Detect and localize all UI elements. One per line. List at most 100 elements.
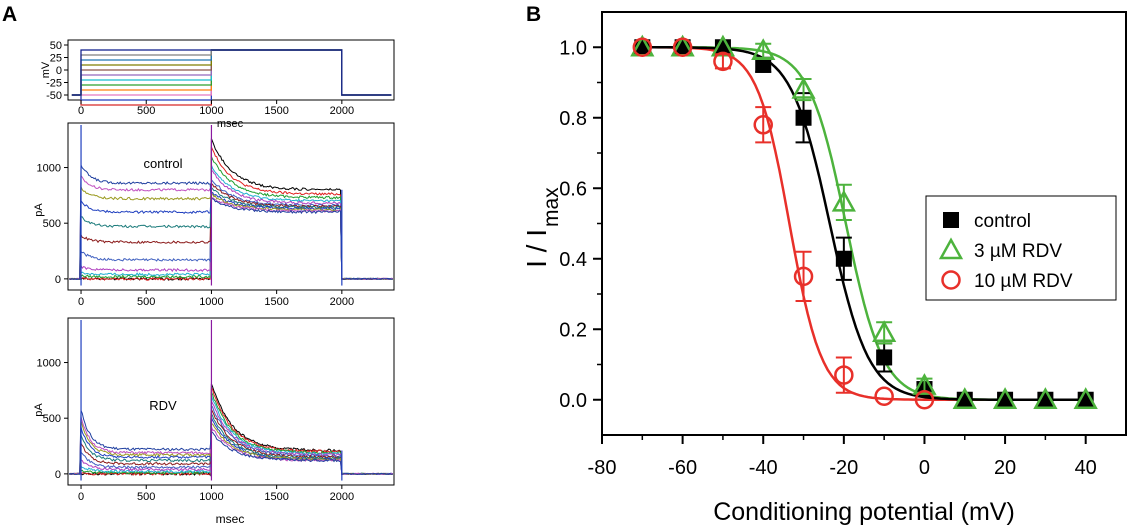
current-trace-2 <box>69 146 393 282</box>
b-ticks: -80 -60 -40 -20 0 20 40 0.0 0.2 0.4 0.6 0.8 1.0 <box>559 37 1097 479</box>
control-annotation: control <box>143 156 182 171</box>
panel-label-b: B <box>526 3 541 26</box>
point-10-M-RDV <box>793 266 814 287</box>
legend-marker-control <box>943 212 959 228</box>
current-trace-11 <box>69 416 393 476</box>
rdv-ticks: 0 500 1000 1500 2000 0 500 1000 <box>37 358 355 503</box>
inactivation-curve-chart: -80 -60 -40 -20 0 20 40 0.0 0.2 0.4 0.6 0.8 1.0 Cond… <box>521 11 1127 526</box>
point-10-M-RDV <box>874 386 894 406</box>
current-trace-1 <box>69 138 393 281</box>
protocol-y-tick-label: -50 <box>46 90 62 102</box>
protocol-trace--50mV <box>71 49 392 96</box>
rdv-traces <box>69 320 393 481</box>
current-trace-2 <box>69 387 393 476</box>
b-legend: control 3 µM RDV 10 µM RDV <box>925 195 1117 301</box>
x-tick-label: 1000 <box>199 491 223 503</box>
current-trace-7 <box>69 182 393 280</box>
point-3-M-RDV <box>912 373 937 395</box>
protocol-traces <box>71 49 392 106</box>
control-y-label: pA <box>33 203 45 217</box>
x-tick-label: 1500 <box>264 491 288 503</box>
current-trace-9 <box>69 192 393 281</box>
b-x-tick-label: 40 <box>1075 457 1097 479</box>
control-traces <box>69 125 393 286</box>
y-tick-label: 0 <box>55 274 61 286</box>
protocol-y-tick-label: -25 <box>46 78 62 90</box>
protocol-x-tick-label: 2000 <box>330 105 354 117</box>
b-x-tick-label: -60 <box>668 457 697 479</box>
legend-label-control: control <box>974 211 1031 232</box>
x-tick-label: 0 <box>78 296 84 308</box>
rdv-y-label: pA <box>33 403 45 417</box>
x-tick-label: 500 <box>137 491 155 503</box>
b-x-tick-label: 20 <box>994 457 1016 479</box>
point-10-M-RDV <box>914 390 935 410</box>
point-3-M-RDV <box>1033 387 1058 409</box>
current-trace-12 <box>69 410 393 475</box>
b-y-tick-label: 0.2 <box>559 319 587 341</box>
protocol-y-tick-label: 50 <box>50 40 62 52</box>
protocol-trace-30mV <box>71 49 392 96</box>
y-tick-label: 1000 <box>37 358 61 370</box>
current-trace-11 <box>69 174 393 280</box>
b-y-tick-label: 0.6 <box>559 178 587 200</box>
protocol-trace-40mV <box>71 49 392 96</box>
control-ticks: 0 500 1000 1500 2000 0 500 1000 <box>37 163 355 308</box>
current-trace-7 <box>69 408 393 475</box>
b-y-tick-label: 0.0 <box>559 390 587 412</box>
point-3-M-RDV <box>831 189 856 212</box>
protocol-trace--70mV <box>71 49 392 106</box>
y-tick-label: 500 <box>43 413 61 425</box>
point-3-M-RDV <box>952 387 977 409</box>
point-10-M-RDV <box>632 37 653 57</box>
current-trace-5 <box>69 400 393 476</box>
b-x-tick-label: -80 <box>588 457 617 479</box>
panel-label-a: A <box>2 3 17 26</box>
point-10-M-RDV <box>713 51 733 72</box>
protocol-trace-10mV <box>71 49 392 96</box>
point-10-M-RDV <box>834 365 854 385</box>
b-y-tick-label: 1.0 <box>559 37 587 59</box>
x-tick-label: 500 <box>137 296 155 308</box>
current-trace-3 <box>69 391 393 476</box>
point-control <box>795 109 812 126</box>
point-control <box>755 56 772 73</box>
current-trace-4 <box>69 164 393 280</box>
b-y-label-sub: max <box>540 187 563 227</box>
current-trace-5 <box>69 170 393 280</box>
rdv-annotation: RDV <box>149 398 177 413</box>
b-x-tick-label: 0 <box>919 457 930 479</box>
x-tick-label: 2000 <box>330 296 354 308</box>
protocol-y-tick-label: 25 <box>50 53 62 65</box>
point-3-M-RDV <box>751 38 776 61</box>
current-trace-4 <box>69 395 393 475</box>
legend-marker-3-M-RDV <box>938 237 964 260</box>
current-trace-6 <box>69 403 393 476</box>
x-tick-label: 0 <box>78 491 84 503</box>
y-tick-label: 1000 <box>37 163 61 175</box>
protocol-y-tick-label: 0 <box>56 65 62 77</box>
protocol-trace--40mV <box>71 49 392 96</box>
legend-label-3-M-RDV: 3 µM RDV <box>974 241 1062 262</box>
protocol-x-tick-label: 1500 <box>264 105 288 117</box>
y-tick-label: 0 <box>55 469 61 481</box>
protocol-x-tick-label: 500 <box>137 105 155 117</box>
rdv-x-label: msec <box>216 512 245 526</box>
b-x-tick-label: -20 <box>829 457 858 479</box>
control-current-chart: 0 500 1000 1500 2000 0 500 1000 pA control <box>33 122 395 308</box>
current-trace-3 <box>69 156 393 280</box>
point-control <box>835 250 852 267</box>
rdv-current-chart: 0 500 1000 1500 2000 0 500 1000 pA RDV msec <box>33 317 395 526</box>
protocol-trace--10mV <box>71 49 392 96</box>
x-tick-label: 1500 <box>264 296 288 308</box>
b-x-tick-label: -40 <box>749 457 778 479</box>
point-3-M-RDV <box>1073 387 1098 409</box>
protocol-trace--20mV <box>71 49 392 96</box>
point-3-M-RDV <box>791 76 816 99</box>
current-trace-10 <box>69 420 393 475</box>
current-trace-12 <box>69 164 393 280</box>
y-tick-label: 500 <box>43 218 61 230</box>
